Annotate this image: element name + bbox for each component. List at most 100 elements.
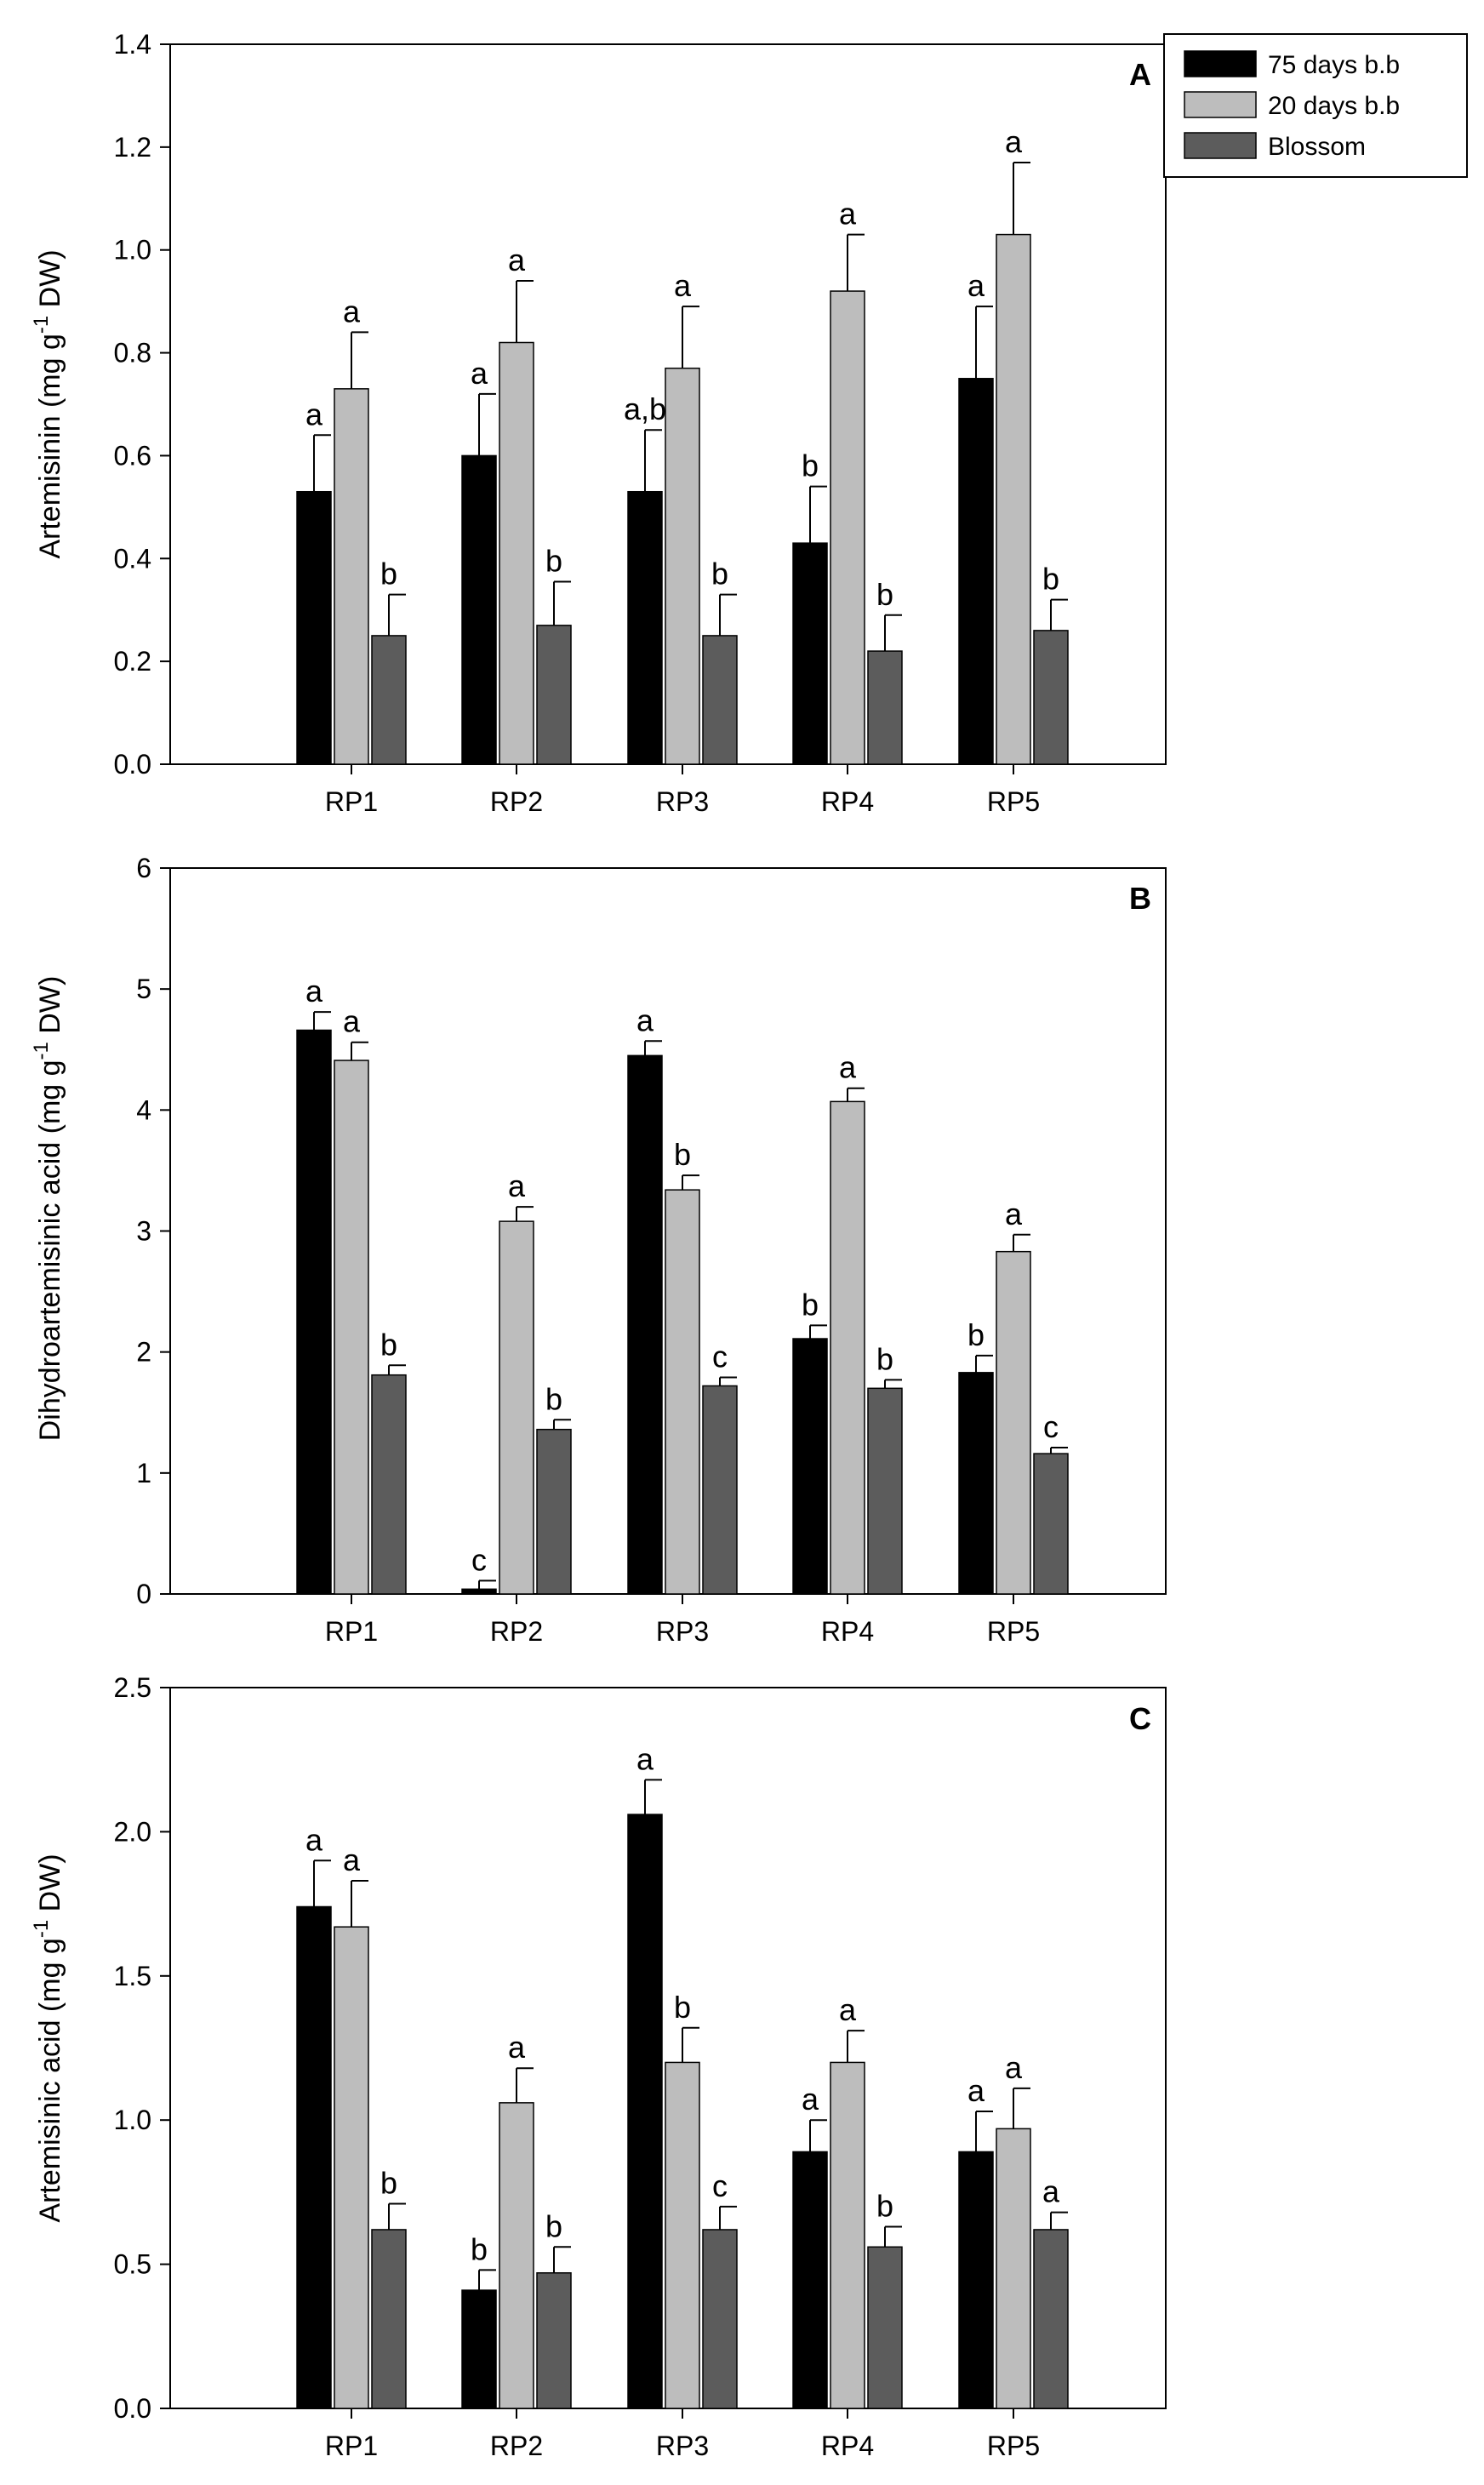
panel-a-bar-blossom xyxy=(536,625,572,765)
panel-b-bar-75-days xyxy=(461,1588,497,1595)
panel-a-bar-20-days xyxy=(830,290,865,765)
panel-a-category-label: RP2 xyxy=(490,786,543,817)
panel-c-bar-20-days xyxy=(830,2061,865,2409)
panel-a-significance-letter: a xyxy=(305,397,323,431)
panel-a-category-label: RP5 xyxy=(987,786,1040,817)
panel-a-bar-75-days xyxy=(627,490,663,765)
panel-a-y-tick-label: 0.2 xyxy=(114,646,151,677)
panel-a-category-label: RP1 xyxy=(325,786,378,817)
panel-a-significance-letter: a xyxy=(1005,124,1023,159)
panel-a: 0.0 0.2 0.4 0.6 0.8 1.0 1.2 1.4 RP1 RP2 RP3 RP4 RP5 a… xyxy=(30,29,1167,817)
panel-c-bar-20-days xyxy=(499,2102,534,2409)
panel-b-bar-20-days xyxy=(996,1250,1031,1595)
panel-c-y-tick-label: 2.5 xyxy=(114,1672,151,1703)
panel-a-y-axis-label: Artemisinin (mg g-1 DW) xyxy=(30,249,66,558)
panel-c-bar-blossom xyxy=(702,2229,738,2409)
panel-a-bar-blossom xyxy=(1033,630,1069,765)
panel-c-category-label: RP3 xyxy=(656,2431,709,2461)
panel-b-significance-letter: b xyxy=(380,1327,397,1362)
panel-b-y-tick-label: 6 xyxy=(136,853,151,883)
panel-b-y-axis-label: Dihydroartemisinic acid (mg g-1 DW) xyxy=(30,976,66,1442)
panel-c-bar-75-days xyxy=(296,1905,332,2409)
panel-b-bar-blossom xyxy=(702,1385,738,1595)
panel-a-bar-75-days xyxy=(296,490,332,765)
panel-a-y-tick-label: 0.4 xyxy=(114,543,151,574)
panel-c-significance-letter: b xyxy=(471,2231,488,2266)
panel-c-bar-20-days xyxy=(334,1926,369,2409)
panel-a-bar-blossom xyxy=(702,635,738,765)
panel-a-bar-20-days xyxy=(334,388,369,765)
panel-c-y-axis-label: Artemisinic acid (mg g-1 DW) xyxy=(30,1854,66,2222)
legend-label-75-days: 75 days b.b xyxy=(1268,51,1400,79)
panel-c-significance-letter: c xyxy=(712,2168,728,2203)
panel-c-category-label: RP5 xyxy=(987,2431,1040,2461)
panel-c-bar-20-days xyxy=(665,2061,700,2409)
panel-b-significance-letter: c xyxy=(1043,1409,1059,1444)
panel-a-y-tick-label: 0.0 xyxy=(114,749,151,780)
panel-a-significance-letter: b xyxy=(1042,562,1059,597)
panel-c-y-tick-label: 0.0 xyxy=(114,2393,151,2424)
panel-a-bars xyxy=(296,161,1069,765)
panel-b-bar-20-days xyxy=(665,1189,700,1595)
panel-a-significance-letter: a xyxy=(967,268,985,303)
panel-b-category-label: RP4 xyxy=(821,1616,874,1647)
panel-c-significance-letter: a xyxy=(636,1741,654,1776)
panel-b-bars xyxy=(296,1011,1069,1595)
panel-c-category-label: RP4 xyxy=(821,2431,874,2461)
panel-c-category-label: RP2 xyxy=(490,2431,543,2461)
panel-c-significance-letter: a xyxy=(305,1822,323,1857)
panel-a-bar-20-days xyxy=(665,367,700,765)
panel-a-y-tick-label: 0.6 xyxy=(114,440,151,471)
legend-swatch-20-days xyxy=(1184,91,1257,118)
panel-c-bar-blossom xyxy=(867,2246,903,2409)
panel-b-y-tick-label: 2 xyxy=(136,1337,151,1368)
panel-c-category-label: RP1 xyxy=(325,2431,378,2461)
panel-a-significance-letter: b xyxy=(802,448,819,483)
panel-c-bar-blossom xyxy=(536,2272,572,2409)
panel-a-bar-20-days xyxy=(499,341,534,765)
panel-c-significance-letter: a xyxy=(839,1992,857,2027)
panel-c-letter: C xyxy=(1129,1701,1151,1736)
panel-b-bar-20-days xyxy=(830,1100,865,1595)
panel-c-bar-blossom xyxy=(1033,2229,1069,2409)
panel-c-bar-20-days xyxy=(996,2128,1031,2409)
panel-a-significance-letter: b xyxy=(876,577,893,612)
panel-b-significance-letter: a xyxy=(343,1004,361,1039)
panel-a-bar-75-days xyxy=(792,542,828,765)
legend-swatch-blossom xyxy=(1184,132,1257,159)
panel-c-y-tick-label: 1.0 xyxy=(114,2105,151,2135)
panel-b-significance-letter: b xyxy=(545,1381,562,1416)
panel-c-bars xyxy=(296,1779,1069,2409)
panel-b-bar-75-days xyxy=(627,1054,663,1595)
panel-c-significance-letter: a xyxy=(802,2082,819,2117)
legend: 75 days b.b 20 days b.b Blossom xyxy=(1163,33,1468,178)
panel-c-bar-75-days xyxy=(461,2289,497,2409)
panel-c-y-tick-label: 1.5 xyxy=(114,1961,151,1991)
panel-c-significance-letter: a xyxy=(343,1842,361,1877)
panel-a-bar-blossom xyxy=(371,635,407,765)
panel-a-bar-75-days xyxy=(958,378,994,765)
panel-b-category-label: RP3 xyxy=(656,1616,709,1647)
panel-b-bar-20-days xyxy=(499,1220,534,1595)
panel-a-significance-letter: b xyxy=(380,557,397,591)
panel-b-y-tick-label: 4 xyxy=(136,1094,151,1125)
panel-c-significance-letter: b xyxy=(876,2189,893,2224)
panel-b-bar-blossom xyxy=(1033,1453,1069,1595)
panel-c-significance-letter: b xyxy=(545,2208,562,2243)
panel-c-bar-75-days xyxy=(958,2151,994,2409)
panel-a-y-tick-label: 1.4 xyxy=(114,29,151,60)
panel-c-significance-letter: b xyxy=(380,2165,397,2200)
panel-b-bar-blossom xyxy=(371,1374,407,1595)
panel-b-y-tick-label: 3 xyxy=(136,1216,151,1247)
panel-c-significance-letter: a xyxy=(1005,2050,1023,2085)
panel-a-significance-letter: a xyxy=(674,268,692,303)
panel-a-significance-letter: a xyxy=(343,294,361,328)
panel-b-bar-75-days xyxy=(296,1029,332,1595)
panel-b-significance-letter: b xyxy=(674,1137,691,1172)
panel-b-category-label: RP2 xyxy=(490,1616,543,1647)
panel-b-bar-blossom xyxy=(867,1387,903,1595)
